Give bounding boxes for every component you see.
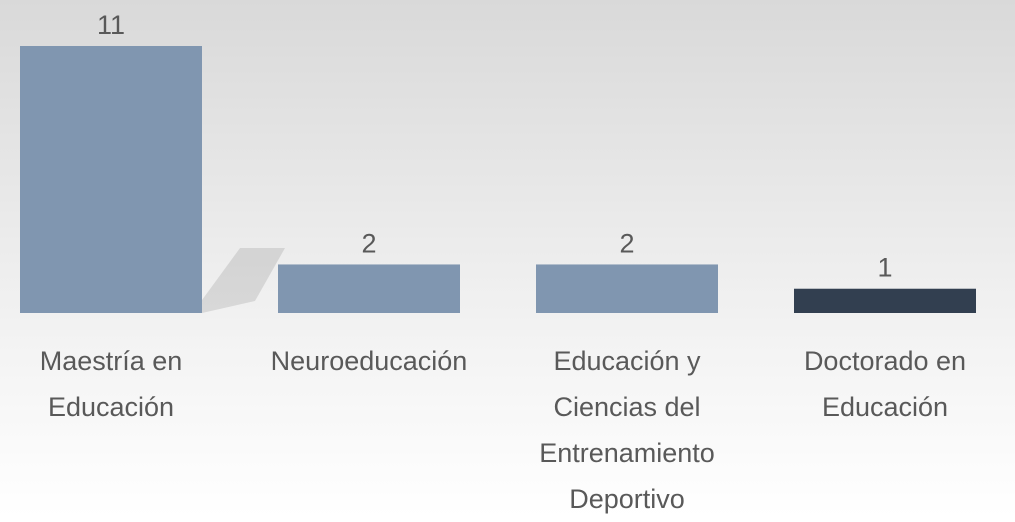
data-label: 11: [97, 10, 125, 40]
data-label: 1: [877, 253, 892, 283]
bar: [536, 264, 718, 313]
bar-shadow: [202, 248, 285, 313]
bar: [278, 264, 460, 313]
data-label: 2: [361, 228, 376, 258]
x-tick-label: Educación y Ciencias del Entrenamiento D…: [539, 346, 715, 514]
x-tick-label: Neuroeducación: [270, 346, 468, 376]
data-label: 2: [619, 228, 634, 258]
bar: [20, 46, 202, 313]
bar: [794, 288, 976, 313]
x-tick-label: Maestría en Educación: [39, 346, 183, 422]
x-tick-label: Doctorado en Educación: [803, 346, 967, 422]
